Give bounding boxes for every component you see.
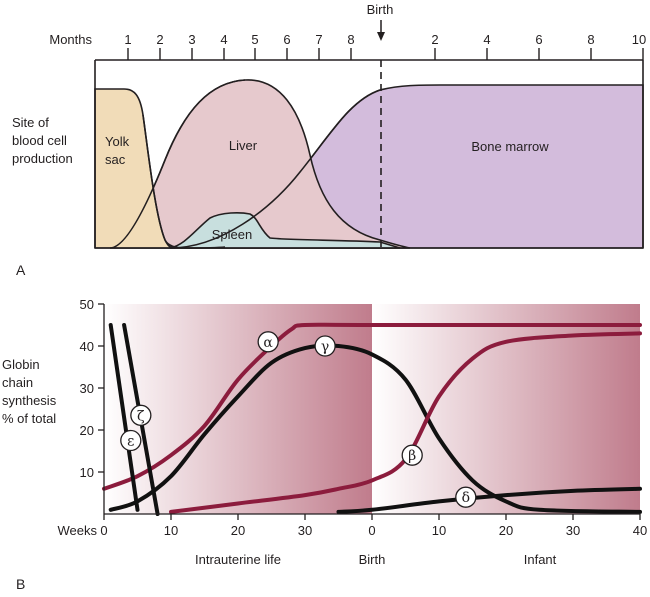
- y-label-b-1: Globin: [2, 357, 40, 372]
- x-tick-label: 10: [432, 523, 446, 538]
- y-tick-label: 10: [80, 465, 94, 480]
- weeks-axis-label: Weeks: [58, 523, 98, 538]
- series-label-circle: [455, 486, 477, 508]
- month-tick-label: 6: [283, 32, 290, 47]
- x-tick-label: 30: [566, 523, 580, 538]
- liver-rise-line: [109, 79, 246, 249]
- month-tick-label: 4: [220, 32, 227, 47]
- y-tick-label: 30: [80, 381, 94, 396]
- month-tick-label: 3: [188, 32, 195, 47]
- y-label-a-1: Site of: [12, 115, 49, 130]
- x-tick-label: 30: [298, 523, 312, 538]
- x-tick-label: 20: [231, 523, 245, 538]
- series-label-layer: α γ β δ εζ: [120, 331, 477, 508]
- month-tick-label: 5: [251, 32, 258, 47]
- x-tick-label: 40: [633, 523, 647, 538]
- panel-a: Birth Months 1 2 3 4 5 6 7 8 2 4 6 8 10 Yolk sac Liv…: [12, 2, 646, 278]
- postnatal-background: [372, 304, 640, 514]
- x-tick-label: 10: [164, 523, 178, 538]
- panel-b: α γ β δ εζ 10 20 30 40 50 0 10 20 30 0 10 20 30 40 Globi…: [2, 297, 647, 592]
- series-label-beta: β: [401, 444, 423, 466]
- series-label-delta: δ: [455, 486, 477, 508]
- months-axis-label: Months: [49, 32, 92, 47]
- period-label-birth: Birth: [359, 552, 386, 567]
- y-tick-label: 50: [80, 297, 94, 312]
- y-label-a-3: production: [12, 151, 73, 166]
- y-tick-label: 20: [80, 423, 94, 438]
- yolk-sac-label-1: Yolk: [105, 134, 130, 149]
- panel-b-label: B: [16, 576, 25, 592]
- series-label-circle: [257, 331, 279, 353]
- series-label-text: β: [408, 448, 416, 464]
- x-tick-label: 0: [368, 523, 375, 538]
- y-tick-label: 40: [80, 339, 94, 354]
- month-tick-label: 10: [632, 32, 646, 47]
- series-label-circle: [130, 404, 152, 426]
- series-line-epsilon: [108, 323, 140, 512]
- bone-marrow-label: Bone marrow: [471, 139, 549, 154]
- y-ticks: 10 20 30 40 50: [80, 297, 104, 480]
- series-label-text: γ: [321, 339, 329, 355]
- month-tick-label: 1: [124, 32, 131, 47]
- period-label-intrauterine: Intrauterine life: [195, 552, 281, 567]
- series-line-gamma: [108, 343, 642, 514]
- y-label-b-2: chain: [2, 375, 33, 390]
- month-tick-label: 6: [535, 32, 542, 47]
- series-label-text: δ: [462, 490, 470, 506]
- series-label-text: ε: [127, 434, 134, 450]
- liver-label: Liver: [229, 138, 258, 153]
- series-label-gamma: γ: [314, 335, 336, 357]
- month-tick-label: 8: [587, 32, 594, 47]
- y-label-b-3: synthesis: [2, 393, 57, 408]
- x-tick-label: 0: [100, 523, 107, 538]
- series-label-alpha: α: [257, 331, 279, 353]
- y-label-b-4: % of total: [2, 411, 56, 426]
- period-label-infant: Infant: [524, 552, 557, 567]
- series-label-text: ζ: [137, 408, 145, 424]
- series-label-circle: [314, 335, 336, 357]
- series-label-circle: [120, 429, 142, 452]
- series-label-epsilon: ε: [120, 429, 142, 452]
- month-tick-label: 7: [315, 32, 322, 47]
- y-label-a-2: blood cell: [12, 133, 67, 148]
- x-tick-label: 20: [499, 523, 513, 538]
- series-label-zeta: ζ: [130, 404, 152, 426]
- x-ticks: 0 10 20 30 0 10 20 30 40: [100, 514, 647, 538]
- series-label-text: α: [263, 335, 273, 351]
- month-tick-label: 4: [483, 32, 490, 47]
- month-tick-label: 2: [156, 32, 163, 47]
- birth-label-a: Birth: [367, 2, 394, 17]
- birth-arrow-icon: [377, 20, 385, 41]
- month-tick-label: 8: [347, 32, 354, 47]
- series-label-circle: [401, 444, 423, 466]
- month-tick-label: 2: [431, 32, 438, 47]
- panel-a-label: A: [16, 262, 26, 278]
- month-ticks: 1 2 3 4 5 6 7 8 2 4 6 8 10: [124, 32, 646, 60]
- yolk-sac-label-2: sac: [105, 152, 126, 167]
- marrow-rise-line: [169, 89, 381, 249]
- spleen-label: Spleen: [212, 227, 252, 242]
